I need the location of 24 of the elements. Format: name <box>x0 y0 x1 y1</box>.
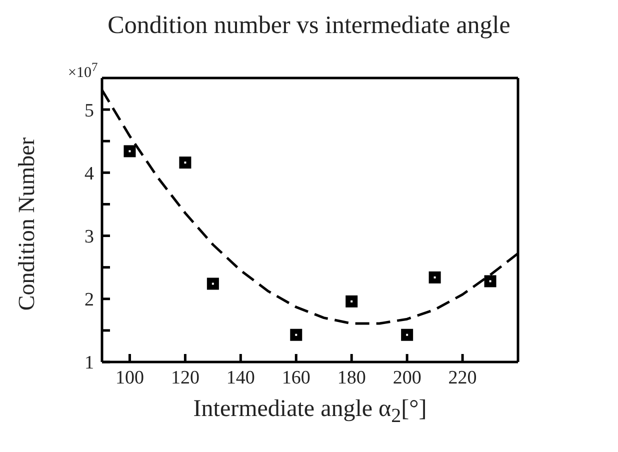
x-tick-label: 120 <box>170 367 200 388</box>
y-axis-title: Condition Number <box>14 136 40 313</box>
point <box>206 278 219 290</box>
x-axis-title: Intermediate angle α$_{2}$[°] <box>192 396 428 428</box>
x-tick-label: 160 <box>282 367 310 388</box>
y-tick-label: 1 <box>84 352 94 374</box>
point <box>179 156 192 169</box>
x-tick-label: 140 <box>226 367 255 388</box>
x-tick-label: 200 <box>392 367 422 388</box>
x-tick-label: 180 <box>337 367 366 388</box>
point <box>484 275 496 288</box>
point <box>124 145 136 158</box>
y-tick-label: 4 <box>84 163 94 184</box>
text: ×10$^{7}$ <box>68 60 98 82</box>
chart-title: Condition number vs intermediate angle <box>106 12 512 40</box>
x-tick-label: 220 <box>448 367 477 388</box>
point <box>346 295 358 308</box>
point <box>290 328 302 341</box>
y-tick-label: 5 <box>84 100 94 122</box>
point <box>401 328 414 341</box>
point <box>428 271 441 284</box>
y-tick-label: 3 <box>84 226 94 248</box>
y-tick-label: 2 <box>84 290 94 311</box>
x-tick-label: 100 <box>115 367 144 388</box>
